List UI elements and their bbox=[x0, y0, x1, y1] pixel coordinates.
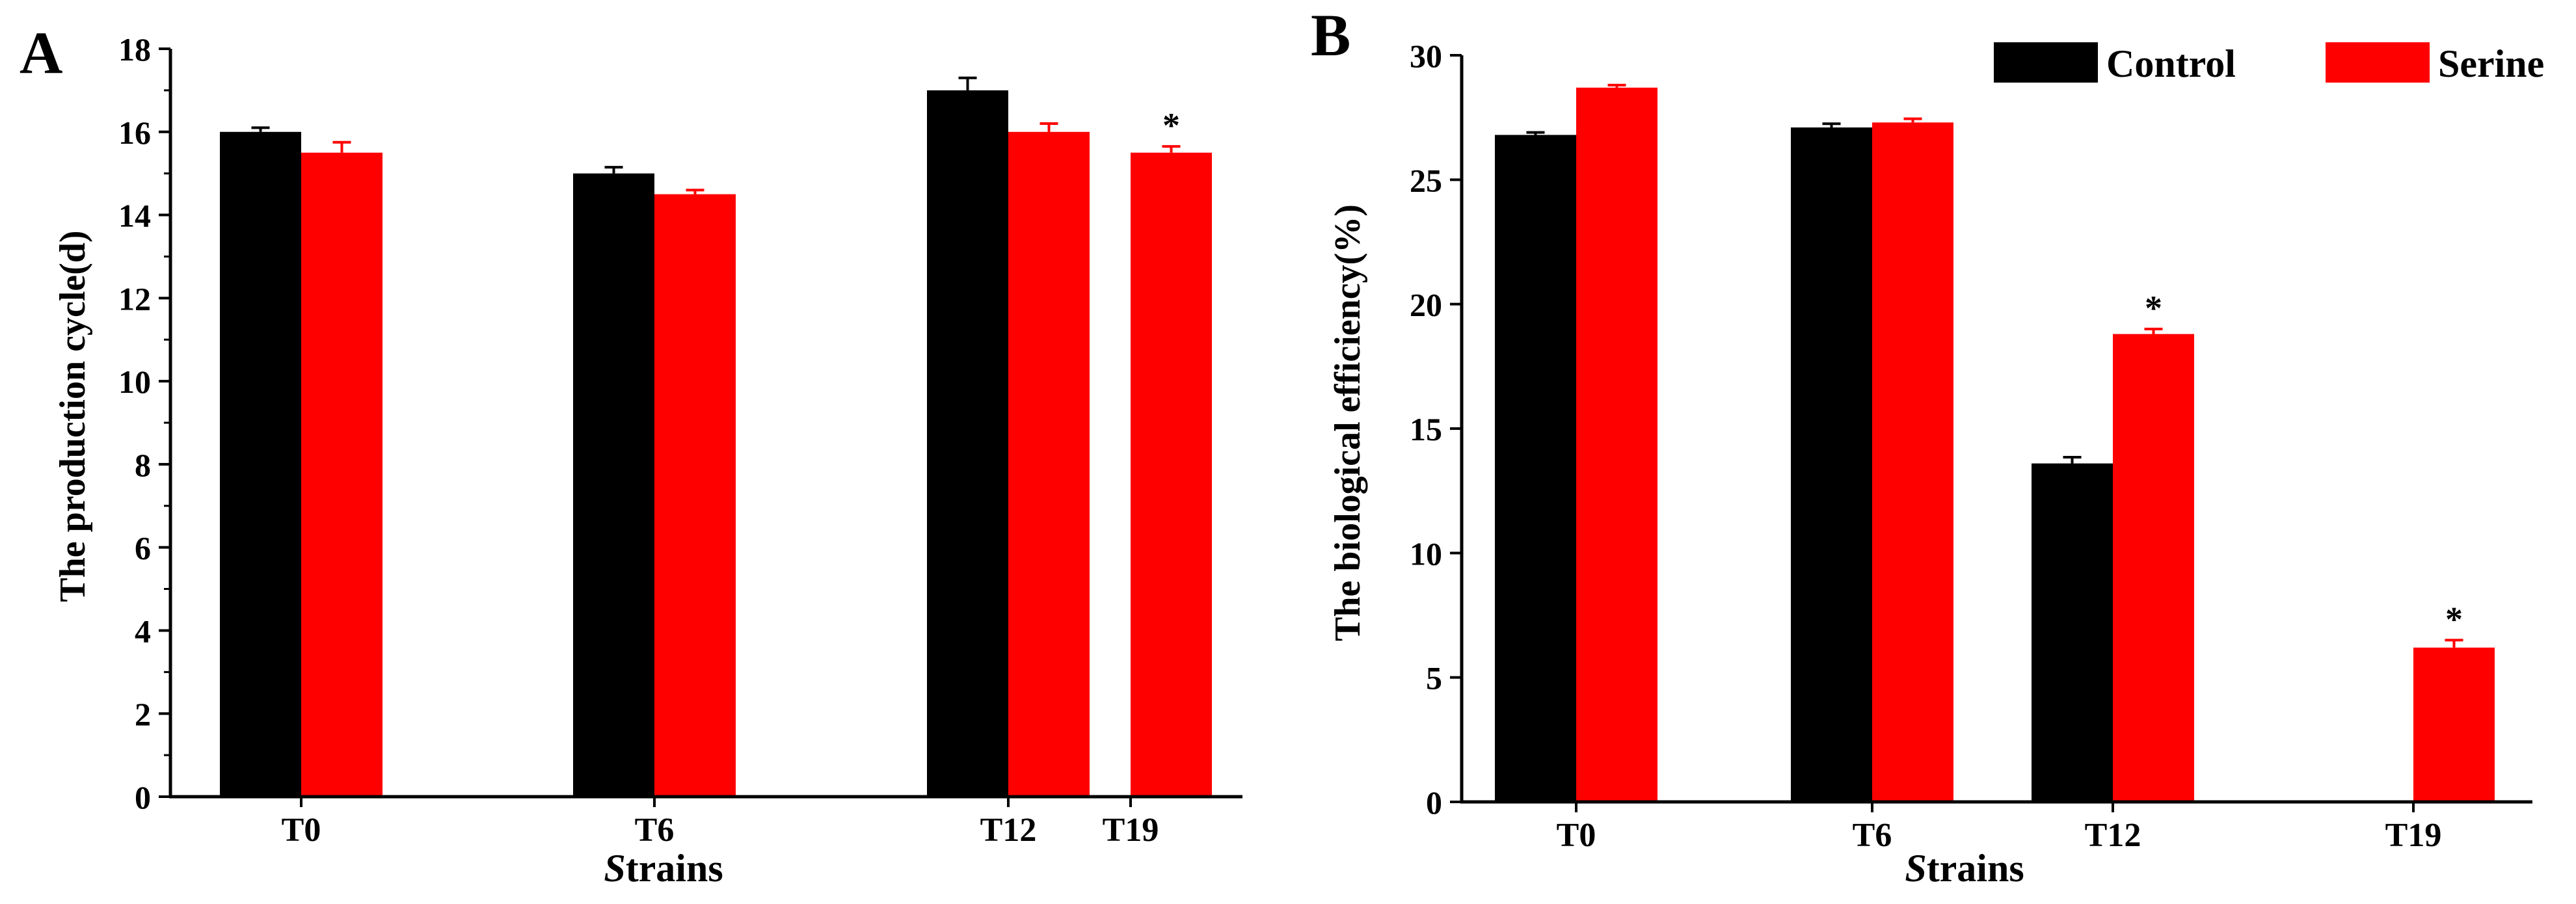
bar-a-serine-t12 bbox=[1008, 131, 1090, 797]
y-tick-label-a-6: 6 bbox=[135, 530, 151, 566]
panel-b-x-axis-label: Strains bbox=[1905, 847, 2024, 890]
y-tick-label-a-14: 14 bbox=[118, 198, 151, 234]
bar-b-serine-t19 bbox=[2413, 647, 2495, 802]
y-tick-label-a-0: 0 bbox=[135, 779, 151, 816]
panel-a-axes: T0 T6 T12 T19 0 2 4 6 8 10 12 14 16 18 bbox=[118, 31, 1242, 849]
panel-a-label: A bbox=[20, 20, 62, 86]
panel-b-x-axis-label-rest: trains bbox=[1927, 847, 2024, 890]
y-tick-label-b-0: 0 bbox=[1426, 784, 1442, 821]
legend-swatch-serine bbox=[2326, 42, 2430, 83]
significance-mark-b-t19: * bbox=[2445, 600, 2463, 639]
y-tick-label-b-20: 20 bbox=[1410, 287, 1442, 323]
y-tick-label-b-10: 10 bbox=[1410, 535, 1442, 572]
bar-b-control-t6 bbox=[1791, 127, 1872, 802]
panel-b-label: B bbox=[1311, 2, 1350, 68]
panel-a-x-axis-label: Strains bbox=[604, 847, 723, 890]
x-tick-label-a-t0: T0 bbox=[282, 812, 321, 849]
bar-a-control-t6 bbox=[573, 173, 654, 797]
y-tick-label-b-25: 25 bbox=[1410, 162, 1442, 198]
panel-b-axes: T0 T6 T12 T19 0 5 10 15 20 25 30 bbox=[1410, 38, 2532, 854]
x-tick-label-a-t6: T6 bbox=[635, 812, 675, 849]
bar-b-serine-t0 bbox=[1576, 87, 1657, 802]
y-tick-label-a-2: 2 bbox=[135, 696, 151, 732]
legend-swatch-control bbox=[1994, 42, 2098, 83]
panel-b-y-axis-label: The biological efficiency(%) bbox=[1328, 204, 1368, 641]
x-tick-label-b-t19: T19 bbox=[2385, 817, 2442, 854]
bar-a-control-t0 bbox=[220, 131, 301, 797]
bar-a-serine-t19 bbox=[1131, 152, 1212, 797]
panel-b-x-axis-label-italic: S bbox=[1905, 847, 1926, 890]
significance-mark-a-t19: * bbox=[1162, 106, 1180, 145]
bar-a-serine-t0 bbox=[301, 152, 382, 797]
y-tick-label-a-18: 18 bbox=[118, 31, 151, 68]
bar-b-serine-t6 bbox=[1872, 122, 1953, 802]
panel-a-bars: * bbox=[220, 76, 1212, 797]
y-tick-label-b-5: 5 bbox=[1426, 660, 1442, 697]
bar-b-serine-t12 bbox=[2113, 334, 2194, 802]
significance-mark-b-t12: * bbox=[2145, 289, 2162, 328]
y-tick-label-a-4: 4 bbox=[135, 613, 151, 649]
x-tick-label-b-t0: T0 bbox=[1557, 817, 1596, 854]
panel-a-x-axis-label-rest: trains bbox=[626, 847, 723, 890]
bar-a-control-t12 bbox=[927, 90, 1008, 797]
y-tick-label-a-16: 16 bbox=[118, 114, 151, 151]
panel-a-y-axis-label: The production cycle(d) bbox=[53, 230, 93, 602]
y-tick-label-a-12: 12 bbox=[118, 280, 151, 317]
y-tick-label-b-30: 30 bbox=[1410, 38, 1442, 74]
y-tick-label-b-15: 15 bbox=[1410, 411, 1442, 447]
panel-b-bars: ** bbox=[1495, 83, 2495, 802]
x-tick-label-a-t19: T19 bbox=[1103, 812, 1159, 849]
legend: Control Serine bbox=[1994, 42, 2544, 85]
legend-label-serine: Serine bbox=[2438, 42, 2544, 85]
panel-a: A The production cycle(d) Strains * T0 T6… bbox=[20, 20, 1242, 890]
bar-b-control-t12 bbox=[2032, 463, 2113, 802]
panel-b: B The biological efficiency(%) Strains *… bbox=[1311, 2, 2532, 890]
x-tick-label-a-t12: T12 bbox=[980, 812, 1037, 849]
bar-a-serine-t6 bbox=[654, 194, 736, 797]
x-tick-label-b-t6: T6 bbox=[1853, 817, 1892, 854]
panel-a-x-axis-label-italic: S bbox=[604, 847, 625, 890]
legend-label-control: Control bbox=[2106, 42, 2236, 85]
y-tick-label-a-8: 8 bbox=[135, 447, 151, 483]
y-tick-label-a-10: 10 bbox=[118, 364, 151, 400]
bar-b-control-t0 bbox=[1495, 135, 1576, 802]
x-tick-label-b-t12: T12 bbox=[2085, 817, 2141, 854]
